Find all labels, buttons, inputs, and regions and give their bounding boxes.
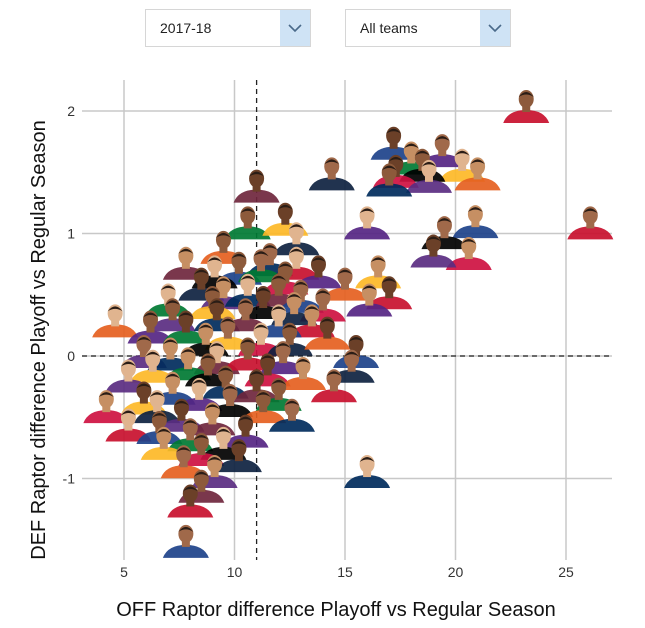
player-marker [346,283,393,317]
y-tick-label: -1 [63,471,76,487]
player-marker [366,163,413,197]
season-select[interactable]: 2017-18 [145,9,311,47]
player-marker [134,390,181,424]
y-tick-label: 1 [67,226,75,242]
player-markers [83,90,614,558]
player-marker [567,206,614,240]
x-axis-label: OFF Raptor difference Playoff vs Regular… [116,599,555,621]
player-marker [162,524,209,558]
player-marker [268,398,315,432]
player-marker [310,369,357,403]
season-select-value: 2017-18 [160,20,212,36]
player-marker [503,90,550,123]
chevron-down-icon[interactable] [480,10,510,46]
player-marker [344,455,391,489]
player-marker [105,359,152,393]
player-marker [308,157,355,191]
x-tick-label: 10 [227,564,243,580]
player-marker [140,426,187,460]
team-select[interactable]: All teams [345,9,511,47]
player-marker [280,357,327,391]
player-marker [405,159,452,193]
player-marker [454,157,501,191]
x-tick-label: 15 [337,564,353,580]
player-marker [304,316,351,350]
y-tick-label: 0 [67,348,75,364]
x-tick-label: 25 [558,564,574,580]
y-axis-label: DEF Raptor difference Playoff vs Regular… [28,120,50,560]
x-tick-label: 20 [448,564,464,580]
player-marker [129,349,176,383]
player-marker [452,205,499,239]
player-marker [92,304,139,338]
player-marker [410,234,457,268]
team-select-value: All teams [360,20,418,36]
x-tick-label: 5 [120,564,128,580]
y-tick-label: 2 [67,103,75,119]
player-marker [322,267,368,301]
player-marker [83,390,130,424]
player-marker [215,439,262,473]
chevron-down-icon[interactable] [280,10,310,46]
player-marker [233,169,280,203]
player-marker [224,206,271,240]
player-marker [445,237,492,270]
tick-labels: 5 10 15 20 25 -1 0 1 2 [63,103,574,580]
player-marker [224,337,271,371]
player-marker [344,206,391,240]
player-marker [167,484,214,518]
